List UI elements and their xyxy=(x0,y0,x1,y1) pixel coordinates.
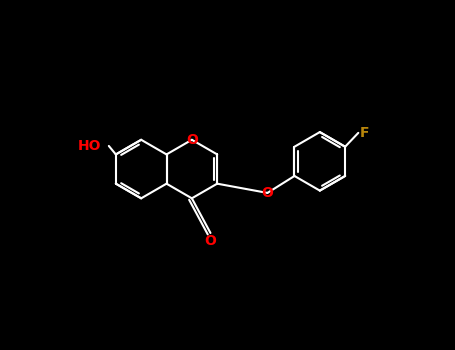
Text: F: F xyxy=(360,126,369,140)
Text: HO: HO xyxy=(78,139,101,153)
Text: O: O xyxy=(205,234,217,248)
Text: O: O xyxy=(262,186,273,200)
Text: O: O xyxy=(186,133,198,147)
